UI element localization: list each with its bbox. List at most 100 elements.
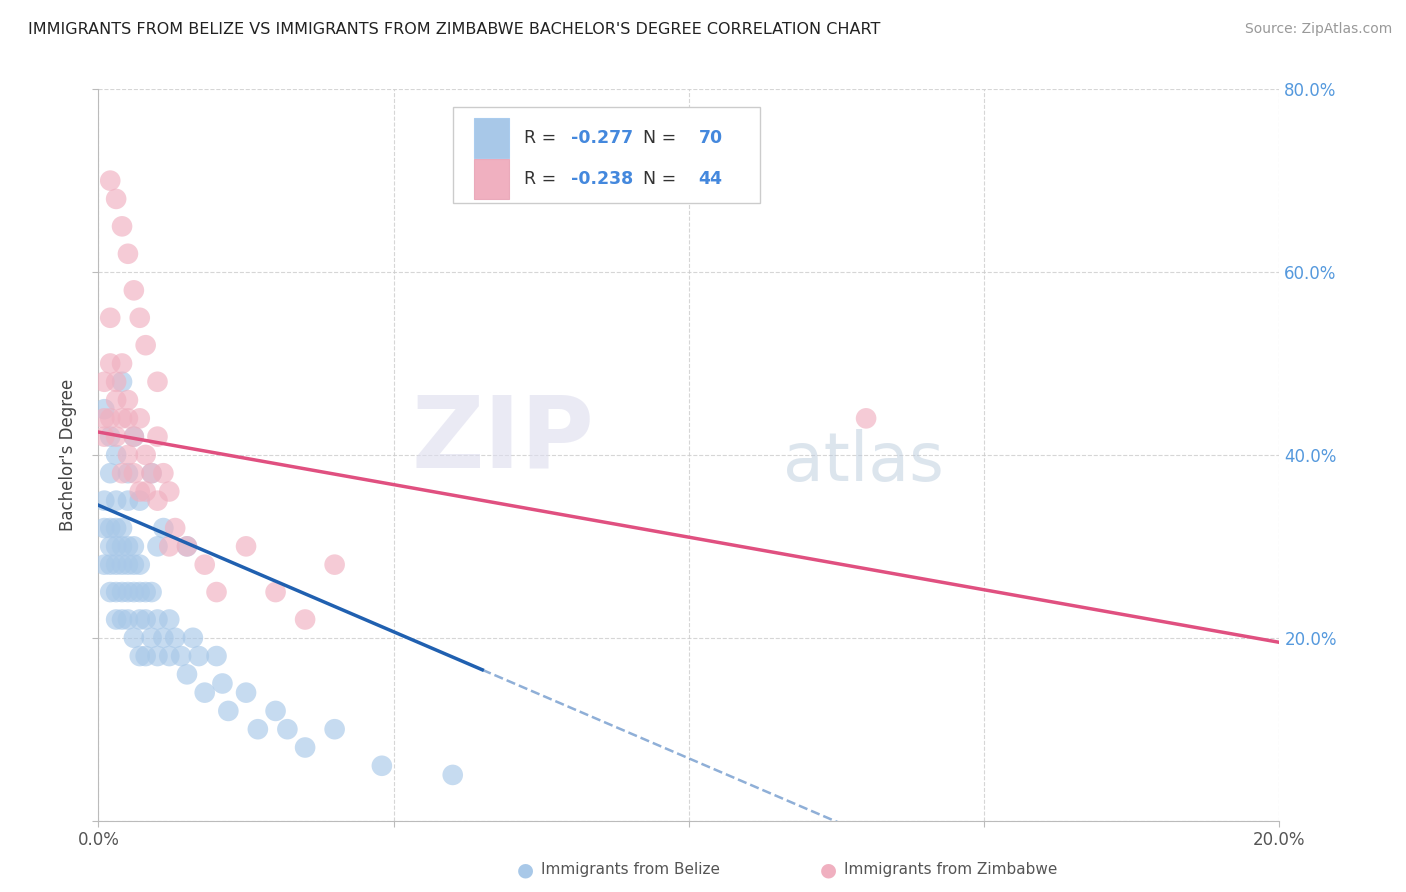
Point	[146, 493, 169, 508]
Point	[117, 493, 139, 508]
Point	[93, 558, 115, 572]
FancyBboxPatch shape	[453, 108, 759, 202]
Point	[105, 392, 128, 407]
Point	[135, 484, 157, 499]
Point	[122, 631, 145, 645]
Point	[105, 521, 128, 535]
Point	[93, 411, 115, 425]
Point	[128, 585, 150, 599]
Text: 70: 70	[699, 129, 723, 147]
Point	[176, 667, 198, 681]
Point	[187, 649, 209, 664]
Point	[105, 493, 128, 508]
Point	[141, 585, 163, 599]
Point	[135, 649, 157, 664]
Text: R =: R =	[523, 169, 561, 188]
Point	[294, 740, 316, 755]
Point	[146, 649, 169, 664]
Point	[165, 631, 187, 645]
Point	[211, 676, 233, 690]
Point	[141, 466, 163, 480]
Text: ●: ●	[820, 860, 837, 880]
Bar	[474, 159, 509, 199]
Text: atlas: atlas	[783, 429, 945, 495]
Point	[111, 539, 134, 553]
Point	[146, 539, 169, 553]
Point	[128, 558, 150, 572]
Point	[117, 411, 139, 425]
Point	[122, 430, 145, 444]
Point	[111, 219, 134, 234]
Point	[93, 493, 115, 508]
Point	[105, 539, 128, 553]
Point	[135, 585, 157, 599]
Text: -0.238: -0.238	[571, 169, 633, 188]
Point	[98, 411, 121, 425]
Point	[276, 723, 298, 737]
Point	[146, 430, 169, 444]
Point	[176, 539, 198, 553]
Text: IMMIGRANTS FROM BELIZE VS IMMIGRANTS FROM ZIMBABWE BACHELOR'S DEGREE CORRELATION: IMMIGRANTS FROM BELIZE VS IMMIGRANTS FRO…	[28, 22, 880, 37]
Point	[122, 539, 145, 553]
Point	[855, 411, 877, 425]
Point	[105, 192, 128, 206]
Point	[98, 466, 121, 480]
Point	[98, 558, 121, 572]
Point	[235, 539, 257, 553]
Text: N =: N =	[633, 129, 682, 147]
Point	[93, 521, 115, 535]
Point	[117, 246, 139, 260]
Y-axis label: Bachelor's Degree: Bachelor's Degree	[59, 379, 77, 531]
Point	[264, 704, 287, 718]
Point	[98, 585, 121, 599]
Point	[194, 685, 217, 699]
Point	[371, 758, 394, 772]
Point	[111, 411, 134, 425]
Point	[122, 466, 145, 480]
Point	[128, 310, 150, 325]
Point	[128, 484, 150, 499]
Point	[152, 466, 174, 480]
Point	[128, 649, 150, 664]
Point	[98, 430, 121, 444]
Point	[157, 484, 180, 499]
Point	[170, 649, 193, 664]
Point	[146, 613, 169, 627]
Point	[105, 430, 128, 444]
Point	[135, 448, 157, 462]
Text: Immigrants from Zimbabwe: Immigrants from Zimbabwe	[844, 863, 1057, 877]
Point	[264, 585, 287, 599]
Point	[111, 375, 134, 389]
Point	[181, 631, 204, 645]
Point	[294, 613, 316, 627]
Text: Immigrants from Belize: Immigrants from Belize	[541, 863, 720, 877]
Point	[117, 392, 139, 407]
Point	[141, 631, 163, 645]
Point	[246, 723, 269, 737]
Point	[441, 768, 464, 782]
Point	[117, 613, 139, 627]
Point	[157, 539, 180, 553]
Text: Source: ZipAtlas.com: Source: ZipAtlas.com	[1244, 22, 1392, 37]
Point	[176, 539, 198, 553]
Text: R =: R =	[523, 129, 561, 147]
Point	[323, 723, 346, 737]
Bar	[474, 118, 509, 158]
Text: 44: 44	[699, 169, 723, 188]
Point	[98, 174, 121, 188]
Point	[122, 558, 145, 572]
Point	[117, 539, 139, 553]
Point	[105, 375, 128, 389]
Point	[141, 466, 163, 480]
Point	[194, 558, 217, 572]
Point	[128, 411, 150, 425]
Point	[117, 558, 139, 572]
Text: ZIP: ZIP	[412, 392, 595, 489]
Point	[128, 613, 150, 627]
Point	[146, 375, 169, 389]
Point	[111, 356, 134, 371]
Point	[157, 649, 180, 664]
Point	[105, 448, 128, 462]
Point	[128, 493, 150, 508]
Point	[152, 631, 174, 645]
